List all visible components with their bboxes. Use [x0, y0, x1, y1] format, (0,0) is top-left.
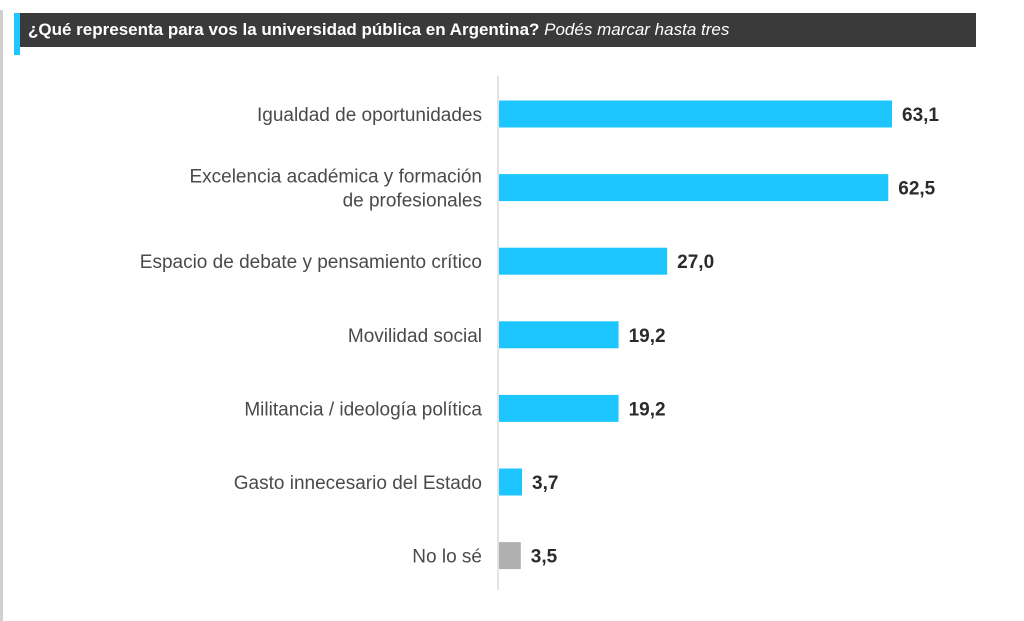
chart-hint: Podés marcar hasta tres	[544, 20, 730, 39]
bar-5	[499, 468, 523, 496]
category-label-line: Gasto innecesario del Estado	[234, 473, 482, 494]
bar-6	[499, 542, 521, 570]
category-label-line: Excelencia académica y formación	[189, 167, 482, 188]
category-label-6: No lo sé	[412, 547, 482, 568]
category-label-line: Espacio de debate y pensamiento crítico	[140, 252, 482, 273]
category-label-line: Igualdad de oportunidades	[257, 105, 482, 126]
category-label-line: No lo sé	[412, 547, 482, 568]
bar-2	[499, 247, 668, 275]
chart-title: ¿Qué representa para vos la universidad …	[28, 20, 729, 40]
category-label-5: Gasto innecesario del Estado	[234, 473, 482, 494]
category-label-line: Movilidad social	[348, 326, 482, 347]
header-accent-bar	[14, 13, 20, 55]
category-label-1: Excelencia académica y formación de profe…	[189, 167, 482, 212]
bar-1	[499, 174, 889, 202]
category-label-4: Militancia / ideología política	[244, 399, 482, 420]
bar-0	[499, 100, 892, 128]
category-label-2: Espacio de debate y pensamiento crítico	[140, 252, 482, 273]
value-label-5: 3,7	[532, 473, 558, 494]
bar-3	[499, 321, 619, 349]
chart-question: ¿Qué representa para vos la universidad …	[28, 20, 540, 39]
value-label-1: 62,5	[898, 179, 935, 200]
frame-left-border	[0, 10, 3, 621]
category-label-3: Movilidad social	[348, 326, 482, 347]
category-label-0: Igualdad de oportunidades	[257, 105, 482, 126]
value-label-2: 27,0	[677, 252, 714, 273]
value-label-4: 19,2	[629, 399, 666, 420]
category-label-line: Militancia / ideología política	[244, 399, 482, 420]
chart-header: ¿Qué representa para vos la universidad …	[14, 13, 976, 55]
bar-4	[499, 394, 619, 422]
value-label-6: 3,5	[531, 547, 558, 568]
value-label-0: 63,1	[902, 105, 939, 126]
value-label-3: 19,2	[629, 326, 666, 347]
category-label-line: de profesionales	[343, 191, 482, 212]
